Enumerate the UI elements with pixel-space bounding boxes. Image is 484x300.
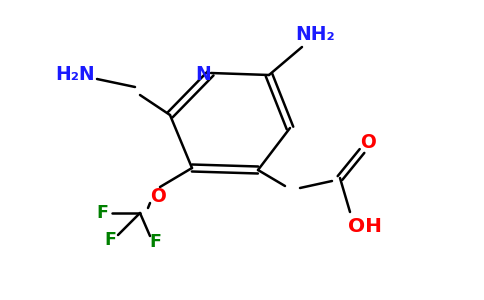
Text: F: F: [149, 233, 161, 251]
Text: O: O: [150, 188, 166, 206]
Text: OH: OH: [348, 218, 382, 236]
Text: O: O: [360, 134, 376, 152]
Text: F: F: [104, 231, 116, 249]
Text: NH₂: NH₂: [295, 26, 335, 44]
Text: F: F: [96, 204, 108, 222]
Text: N: N: [195, 64, 211, 83]
Text: H₂N: H₂N: [55, 64, 95, 83]
